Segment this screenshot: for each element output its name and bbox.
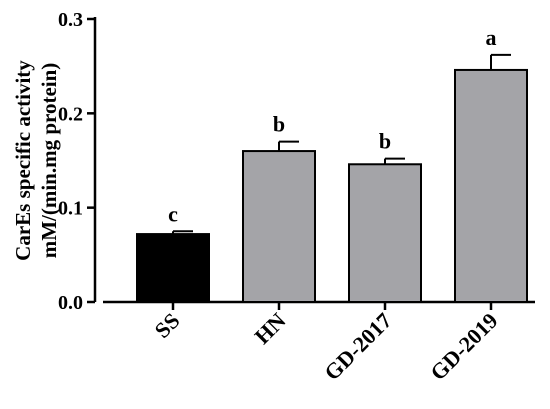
significance-label: a [486,25,497,50]
bar-ss [136,233,210,303]
bars: c b b a [136,25,528,303]
bar-gd-2019 [454,68,528,303]
y-axis: 0.0 0.1 0.2 0.3 [58,9,97,314]
x-tick-label: SS [150,308,185,343]
x-tick-label: GD-2017 [319,308,396,385]
y-axis-label-line: CarEs specific activity [11,60,35,261]
significance-label: b [273,112,285,137]
x-tick-label: GD-2019 [425,308,502,385]
x-axis: SS HN GD-2017 GD-2019 [103,300,535,385]
bar-hn [242,150,316,303]
significance-label: c [168,201,178,226]
y-axis-label-line: mM/(min.mg protein) [37,63,61,259]
y-tick-label: 0.3 [58,9,83,31]
y-tick-label: 0.1 [58,198,83,220]
y-axis-label: CarEs specific activity mM/(min.mg protei… [11,60,61,261]
y-tick-label: 0.2 [58,103,83,125]
y-tick-label: 0.0 [58,292,83,314]
x-tick-label: HN [250,308,291,349]
bar-gd-2017 [348,163,422,303]
significance-label: b [379,129,391,154]
